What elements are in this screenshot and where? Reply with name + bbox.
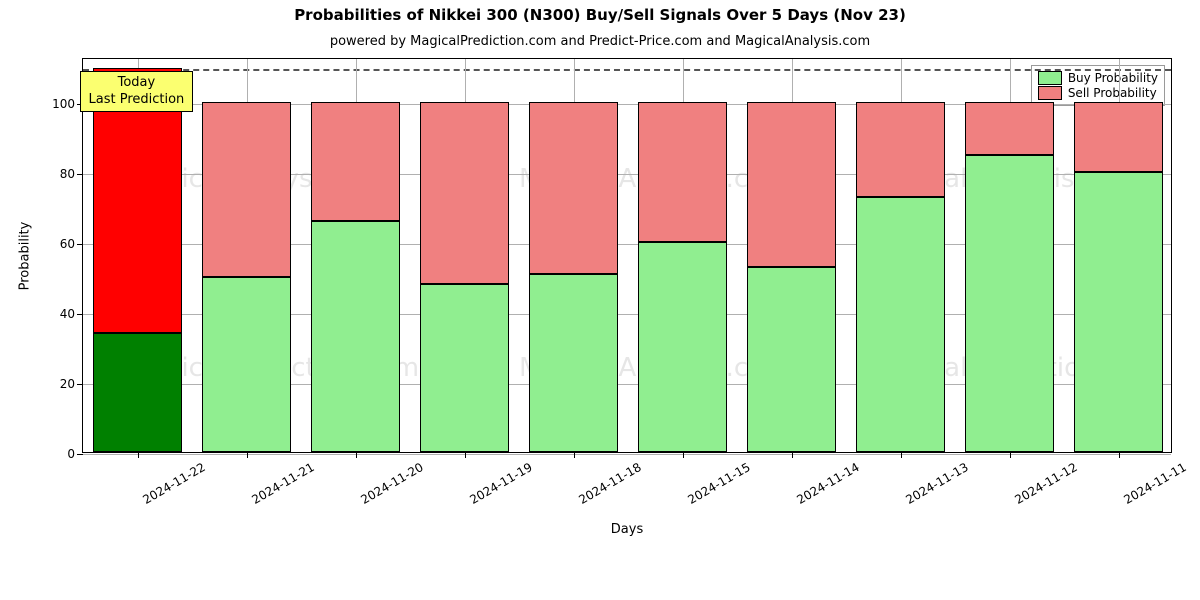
- legend-item: Buy Probability: [1038, 71, 1158, 85]
- bar-group: [529, 102, 618, 452]
- bar-sell: [856, 102, 945, 196]
- annotation-line2: Last Prediction: [89, 92, 185, 108]
- bar-group: [856, 102, 945, 452]
- annotation-line1: Today: [89, 75, 185, 91]
- x-tick-mark: [247, 452, 248, 458]
- bar-sell: [311, 102, 400, 221]
- bar-sell: [1074, 102, 1163, 172]
- bar-buy: [856, 197, 945, 452]
- bar-group: [747, 102, 836, 452]
- y-tick-label: 80: [60, 167, 83, 181]
- legend-item: Sell Probability: [1038, 86, 1158, 100]
- x-tick-mark: [792, 452, 793, 458]
- y-axis-label: Probability: [18, 221, 33, 290]
- legend-label: Buy Probability: [1068, 71, 1158, 85]
- bar-group: [638, 102, 727, 452]
- x-axis-label: Days: [611, 522, 643, 537]
- bar-group: [202, 102, 291, 452]
- bar-buy: [747, 267, 836, 452]
- bar-group: [1074, 102, 1163, 452]
- y-tick-label: 20: [60, 377, 83, 391]
- bar-buy: [638, 242, 727, 452]
- x-tick-mark: [465, 452, 466, 458]
- figure: Probabilities of Nikkei 300 (N300) Buy/S…: [0, 0, 1200, 600]
- bar-sell: [529, 102, 618, 273]
- y-tick-label: 100: [52, 97, 83, 111]
- plot-area: Probability Days Buy ProbabilitySell Pro…: [82, 58, 1172, 453]
- x-tick-label: 2024-11-19: [467, 460, 534, 507]
- bar-buy: [529, 274, 618, 452]
- bar-buy: [202, 277, 291, 452]
- bar-group: [93, 68, 182, 453]
- x-tick-label: 2024-11-18: [576, 460, 643, 507]
- bar-group: [965, 102, 1054, 452]
- bar-buy: [965, 155, 1054, 452]
- y-tick-label: 0: [67, 447, 83, 461]
- bar-buy: [93, 333, 182, 452]
- x-tick-mark: [574, 452, 575, 458]
- bar-sell: [420, 102, 509, 284]
- x-tick-mark: [356, 452, 357, 458]
- x-tick-label: 2024-11-12: [1012, 460, 1079, 507]
- chart-title: Probabilities of Nikkei 300 (N300) Buy/S…: [0, 6, 1200, 24]
- x-tick-label: 2024-11-22: [140, 460, 207, 507]
- legend-swatch: [1038, 86, 1062, 100]
- x-tick-label: 2024-11-21: [249, 460, 316, 507]
- x-tick-label: 2024-11-13: [903, 460, 970, 507]
- x-tick-mark: [138, 452, 139, 458]
- bar-sell: [747, 102, 836, 266]
- x-tick-mark: [901, 452, 902, 458]
- x-tick-mark: [1119, 452, 1120, 458]
- x-tick-label: 2024-11-20: [358, 460, 425, 507]
- today-annotation: TodayLast Prediction: [80, 71, 194, 112]
- bar-group: [311, 102, 400, 452]
- bar-sell: [638, 102, 727, 242]
- x-tick-label: 2024-11-11: [1121, 460, 1188, 507]
- bar-sell: [965, 102, 1054, 154]
- x-tick-label: 2024-11-15: [685, 460, 752, 507]
- x-tick-label: 2024-11-14: [794, 460, 861, 507]
- x-tick-mark: [683, 452, 684, 458]
- chart-subtitle: powered by MagicalPrediction.com and Pre…: [0, 34, 1200, 49]
- legend-swatch: [1038, 71, 1062, 85]
- bar-group: [420, 102, 509, 452]
- legend-label: Sell Probability: [1068, 86, 1157, 100]
- y-tick-label: 40: [60, 307, 83, 321]
- bar-buy: [311, 221, 400, 452]
- bar-sell: [202, 102, 291, 277]
- y-tick-label: 60: [60, 237, 83, 251]
- x-tick-mark: [1010, 452, 1011, 458]
- bar-buy: [420, 284, 509, 452]
- bar-buy: [1074, 172, 1163, 452]
